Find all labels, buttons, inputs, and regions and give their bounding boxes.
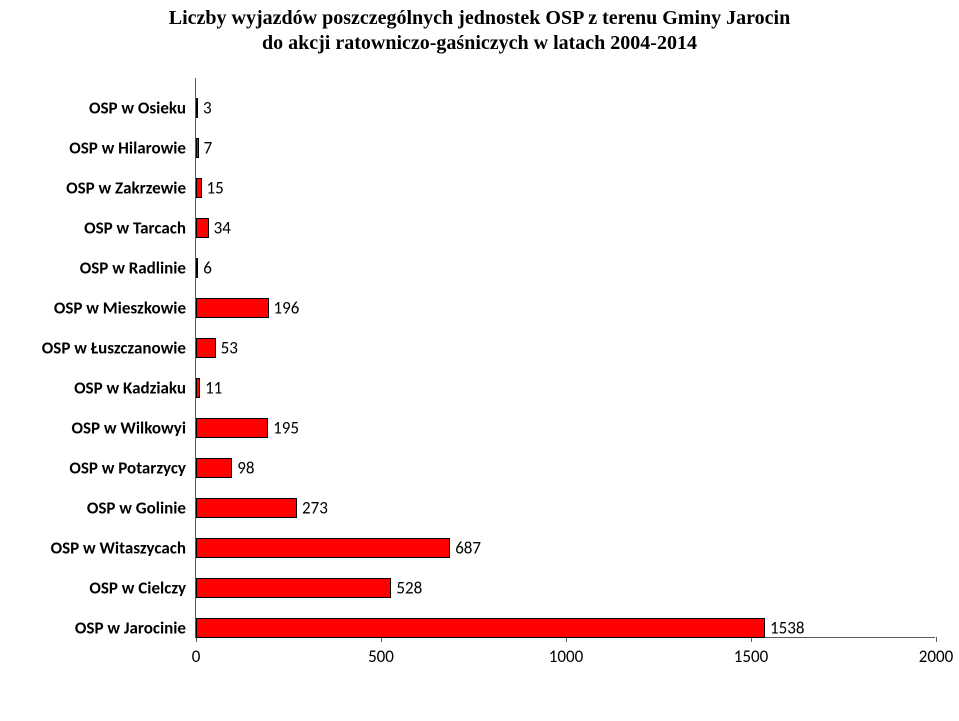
bar-chart: OSP w Osieku OSP w Hilarowie OSP w Zakrzew… bbox=[0, 78, 959, 713]
category-label: OSP w Jarocinie bbox=[0, 618, 186, 639]
bar: 53 bbox=[196, 338, 216, 358]
bar-value-label: 53 bbox=[215, 338, 238, 359]
bar-value-label: 687 bbox=[449, 538, 481, 559]
chart-title-line2: do akcji ratowniczo-gaśniczych w latach … bbox=[0, 31, 959, 56]
chart-title-line1: Liczby wyjazdów poszczególnych jednostek… bbox=[0, 6, 959, 31]
bar: 6 bbox=[196, 258, 198, 278]
category-label: OSP w Kadziaku bbox=[0, 378, 186, 399]
bar: 11 bbox=[196, 378, 200, 398]
x-axis-label: 1000 bbox=[549, 646, 583, 667]
x-axis-label: 1500 bbox=[734, 646, 768, 667]
category-label: OSP w Wilkowyi bbox=[0, 418, 186, 439]
bar-value-label: 196 bbox=[268, 298, 300, 319]
category-label: OSP w Cielczy bbox=[0, 578, 186, 599]
bar-value-label: 11 bbox=[199, 378, 222, 399]
bar-value-label: 1538 bbox=[764, 618, 804, 639]
category-label: OSP w Potarzycy bbox=[0, 458, 186, 479]
x-axis-label: 2000 bbox=[919, 646, 953, 667]
bar-value-label: 195 bbox=[267, 418, 299, 439]
x-axis-tick bbox=[936, 637, 937, 642]
x-axis-label: 0 bbox=[192, 646, 201, 667]
bar: 7 bbox=[196, 138, 199, 158]
bar: 3 bbox=[196, 98, 198, 118]
category-label: OSP w Radlinie bbox=[0, 258, 186, 279]
bar: 687 bbox=[196, 538, 450, 558]
bar: 1538 bbox=[196, 618, 765, 638]
bar-value-label: 15 bbox=[201, 178, 224, 199]
bar: 98 bbox=[196, 458, 232, 478]
bar-value-label: 98 bbox=[231, 458, 254, 479]
bar-value-label: 7 bbox=[198, 138, 213, 159]
category-label: OSP w Zakrzewie bbox=[0, 178, 186, 199]
plot-area: 0500100015002000371534619653111959827368… bbox=[195, 78, 935, 638]
bar: 196 bbox=[196, 298, 269, 318]
category-label: OSP w Tarcach bbox=[0, 218, 186, 239]
category-label: OSP w Łuszczanowie bbox=[0, 338, 186, 359]
category-label: OSP w Mieszkowie bbox=[0, 298, 186, 319]
category-label: OSP w Hilarowie bbox=[0, 138, 186, 159]
bar: 273 bbox=[196, 498, 297, 518]
y-axis-labels: OSP w Osieku OSP w Hilarowie OSP w Zakrzew… bbox=[0, 78, 190, 638]
bar-value-label: 528 bbox=[390, 578, 422, 599]
bar-value-label: 34 bbox=[208, 218, 231, 239]
bar: 15 bbox=[196, 178, 202, 198]
x-axis-label: 500 bbox=[368, 646, 394, 667]
bar: 195 bbox=[196, 418, 268, 438]
bar: 34 bbox=[196, 218, 209, 238]
category-label: OSP w Osieku bbox=[0, 98, 186, 119]
bar-value-label: 3 bbox=[197, 98, 212, 119]
bar-value-label: 6 bbox=[197, 258, 212, 279]
bar-value-label: 273 bbox=[296, 498, 328, 519]
category-label: OSP w Witaszycach bbox=[0, 538, 186, 559]
category-label: OSP w Golinie bbox=[0, 498, 186, 519]
bar: 528 bbox=[196, 578, 391, 598]
chart-title: Liczby wyjazdów poszczególnych jednostek… bbox=[0, 0, 959, 56]
